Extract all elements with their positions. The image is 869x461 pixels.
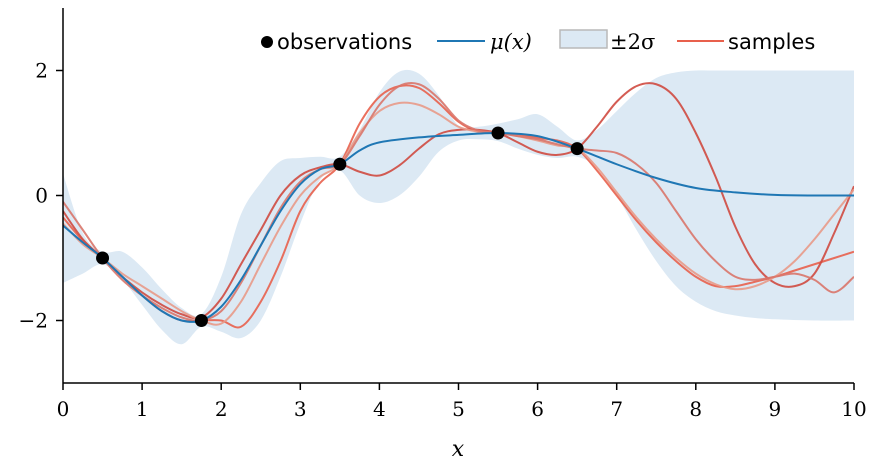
observation-points [96, 126, 584, 327]
legend-samples-label: samples [728, 30, 815, 54]
legend-observations-marker [261, 36, 273, 48]
observation-point [96, 251, 110, 265]
x-axis-title: x [452, 437, 465, 461]
legend-mean-label: μ(x) [490, 30, 532, 54]
plot-area [63, 69, 854, 345]
x-tick-label: 0 [57, 397, 70, 421]
x-tick-label: 4 [373, 397, 386, 421]
x-tick-label: 10 [841, 397, 866, 421]
x-tick-label: 3 [294, 397, 307, 421]
x-tick-label: 2 [215, 397, 228, 421]
legend-observations-label: observations [277, 30, 412, 54]
axes: 0 1 2 3 4 5 6 7 8 9 10 −2 0 2 [19, 8, 867, 421]
x-tick-label: 1 [136, 397, 149, 421]
uncertainty-band [63, 69, 854, 345]
x-tick-label: 8 [689, 397, 702, 421]
observation-point [570, 142, 584, 156]
x-tick-label: 5 [452, 397, 465, 421]
observation-point [491, 126, 505, 140]
observation-point [194, 314, 208, 327]
y-tick-label: 0 [35, 184, 48, 208]
legend-band-swatch [559, 29, 608, 49]
legend: observations μ(x) ±2σ samples [261, 29, 815, 54]
y-tick-label: 2 [35, 59, 48, 83]
x-tick-label: 9 [769, 397, 782, 421]
x-tick-label: 7 [610, 397, 623, 421]
observation-point [333, 157, 347, 171]
x-tick-label: 6 [531, 397, 544, 421]
legend-band-label: ±2σ [610, 30, 655, 54]
y-tick-label: −2 [19, 309, 48, 333]
